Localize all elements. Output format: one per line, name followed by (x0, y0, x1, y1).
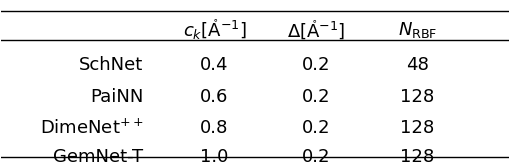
Text: DimeNet$^{++}$: DimeNet$^{++}$ (40, 119, 143, 138)
Text: 0.8: 0.8 (200, 119, 228, 137)
Text: PaiNN: PaiNN (90, 88, 143, 106)
Text: 0.4: 0.4 (200, 56, 228, 74)
Text: 0.2: 0.2 (301, 148, 329, 166)
Text: 128: 128 (400, 148, 434, 166)
Text: 0.2: 0.2 (301, 119, 329, 137)
Text: 128: 128 (400, 119, 434, 137)
Text: 0.6: 0.6 (200, 88, 228, 106)
Text: 128: 128 (400, 88, 434, 106)
Text: 0.2: 0.2 (301, 56, 329, 74)
Text: 48: 48 (405, 56, 428, 74)
Text: 1.0: 1.0 (200, 148, 228, 166)
Text: $N_{\mathrm{RBF}}$: $N_{\mathrm{RBF}}$ (397, 20, 436, 40)
Text: GemNet-T: GemNet-T (53, 148, 143, 166)
Text: SchNet: SchNet (79, 56, 143, 74)
Text: $c_k[\mathring{\mathrm{A}}^{-1}]$: $c_k[\mathring{\mathrm{A}}^{-1}]$ (182, 17, 246, 43)
Text: 0.2: 0.2 (301, 88, 329, 106)
Text: $\Delta[\mathring{\mathrm{A}}^{-1}]$: $\Delta[\mathring{\mathrm{A}}^{-1}]$ (286, 18, 345, 42)
